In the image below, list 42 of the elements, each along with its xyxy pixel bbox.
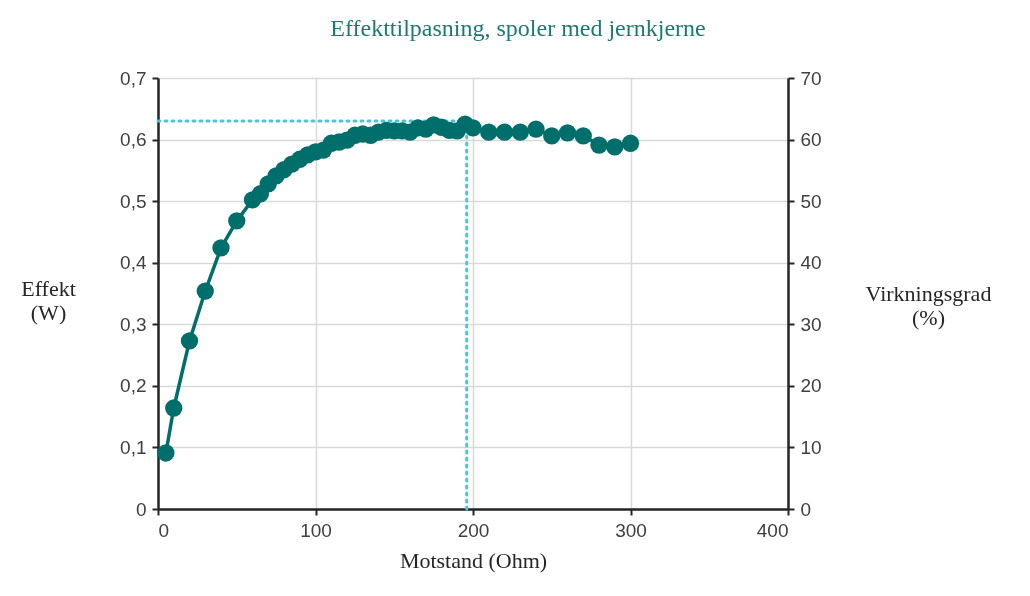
y-tick-label: 0,1 [120, 436, 147, 458]
point [511, 123, 529, 141]
x-axis-title: Motstand (Ohm) [399, 547, 548, 573]
point [495, 123, 514, 141]
point [165, 399, 183, 417]
x-tick-label: 200 [457, 519, 490, 541]
x-tick-label: 300 [615, 519, 647, 541]
x-tick-label: 0 [158, 519, 170, 541]
x-tick-label: 100 [300, 519, 332, 541]
y2-tick-label: 40 [800, 252, 822, 274]
y2-tick-label: 0 [800, 498, 812, 520]
y-tick-label: 0,4 [120, 252, 147, 274]
y-tick-label: 0,6 [120, 129, 147, 151]
chart-title: Effekttilpasning, spoler med jernkjerne [330, 15, 706, 41]
point [543, 127, 561, 145]
y2-tick-label: 20 [800, 375, 822, 397]
y-tick-label: 0 [135, 498, 147, 520]
y-axis-title: Effekt (W) [21, 275, 76, 325]
y2-tick-label: 30 [800, 313, 822, 335]
x-tick-label: 400 [756, 519, 789, 541]
y-tick-label: 0,3 [120, 313, 147, 335]
point [228, 212, 246, 230]
point [157, 444, 175, 462]
y2-tick-label: 50 [800, 190, 822, 212]
point [480, 123, 498, 141]
y2-tick-label: 60 [800, 129, 822, 151]
point [464, 119, 482, 137]
y-tick-label: 0,5 [120, 190, 147, 212]
y2-axis-title: Virkningsgrad (%) [865, 280, 992, 330]
y-tick-label: 0,7 [120, 67, 147, 89]
point [590, 136, 608, 154]
point [527, 120, 545, 138]
point [558, 124, 577, 142]
y-tick-label: 0,2 [120, 375, 147, 397]
y2-tick-label: 70 [800, 67, 822, 89]
point [574, 127, 592, 145]
point [180, 332, 199, 350]
point [621, 134, 640, 152]
y2-tick-label: 10 [800, 436, 822, 458]
point [196, 282, 214, 300]
point [606, 138, 624, 156]
point [212, 239, 230, 257]
